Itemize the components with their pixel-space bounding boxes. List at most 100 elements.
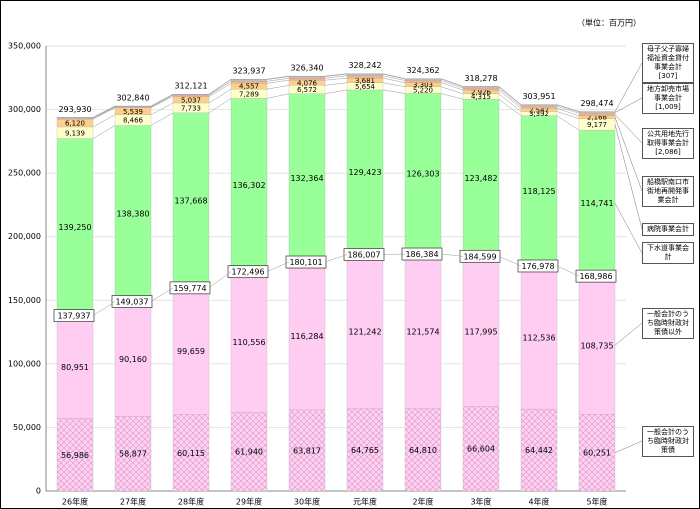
total-label: 318,278 <box>464 74 497 83</box>
connector <box>382 77 406 83</box>
value-label: 90,160 <box>119 355 147 364</box>
value-label: 63,817 <box>293 446 321 455</box>
value-label: 9,177 <box>587 121 607 129</box>
value-label: 60,115 <box>177 449 205 458</box>
legend-entry: 一般会計のうち臨時財政対策債 <box>642 425 694 457</box>
total-label: 324,362 <box>406 66 439 75</box>
subtotal-box <box>285 255 327 269</box>
y-tick-label: 150,000 <box>8 296 41 305</box>
value-label: 121,242 <box>348 328 381 337</box>
y-tick-label: 300,000 <box>8 105 41 114</box>
connector <box>382 73 406 80</box>
value-label: 2,168 <box>587 114 607 122</box>
value-label: 123,482 <box>464 174 497 183</box>
bar-segment <box>172 287 210 415</box>
bar-segment <box>230 412 268 492</box>
legend-entry: 母子父子寡婦福祉資金貸付事業会計 [307] <box>642 43 694 83</box>
x-tick-label: 29年度 <box>236 497 262 507</box>
x-tick-label: 2年度 <box>412 497 433 507</box>
x-tick-label: 28年度 <box>178 497 204 507</box>
bar-segment <box>172 414 210 492</box>
bar-segment <box>346 75 384 79</box>
bar-segment <box>462 86 500 89</box>
connector <box>266 85 290 90</box>
connector <box>208 79 232 95</box>
subtotal-box <box>111 295 153 308</box>
bar-segment <box>346 254 384 409</box>
connector <box>440 82 464 91</box>
bar-segment <box>578 111 616 114</box>
connector <box>440 80 464 89</box>
connector <box>498 86 522 105</box>
legend-entry: 下水道事業会計 <box>642 242 694 264</box>
bar-segment <box>462 406 500 492</box>
bar-segment <box>404 78 442 81</box>
connector <box>266 79 290 84</box>
value-label: 114,741 <box>580 199 613 208</box>
value-label: 8,466 <box>123 117 144 125</box>
leader-line <box>614 440 643 453</box>
subtotal-label: 172,496 <box>231 268 264 277</box>
value-label: 64,810 <box>409 446 437 455</box>
value-label: 99,659 <box>177 347 205 356</box>
legend-label: 公共用地先行取得事業会計 <box>647 129 689 147</box>
bar-segment <box>172 95 210 97</box>
connector <box>440 93 464 100</box>
connector <box>556 104 580 113</box>
leader-line <box>614 62 643 112</box>
total-label: 303,951 <box>522 92 555 101</box>
connector <box>556 265 580 277</box>
value-label: 5,539 <box>123 108 143 116</box>
connector <box>92 125 116 139</box>
x-tick-label: 27年度 <box>120 497 146 507</box>
connector <box>498 86 522 106</box>
total-label: 298,474 <box>580 99 613 108</box>
leader-line <box>614 117 643 192</box>
y-tick-label: 100,000 <box>8 359 41 368</box>
subtotal-label: 180,101 <box>289 258 322 267</box>
value-label: 108,735 <box>580 341 613 350</box>
x-tick-label: 元年度 <box>353 497 377 507</box>
x-tick-label: 30年度 <box>294 497 320 507</box>
value-label: 132,364 <box>290 174 323 183</box>
connector <box>266 77 290 82</box>
total-label: 326,340 <box>290 64 323 73</box>
connector <box>440 78 464 87</box>
legend-note: [307] <box>658 72 678 80</box>
value-label: 3,681 <box>355 77 375 85</box>
connector <box>150 102 174 116</box>
connector <box>324 77 348 81</box>
x-tick-label: 3年度 <box>470 497 491 507</box>
connector <box>92 114 116 128</box>
connector <box>208 271 232 289</box>
legend-note: [2,086] <box>655 147 681 156</box>
connector <box>324 82 348 86</box>
x-tick-label: 26年度 <box>62 497 88 507</box>
x-tick-label: 4年度 <box>528 497 549 507</box>
value-label: 3,392 <box>529 110 549 118</box>
connector <box>498 87 522 107</box>
value-label: 61,940 <box>235 448 263 457</box>
connector <box>92 301 116 316</box>
total-label: 328,242 <box>348 61 381 70</box>
value-label: 3,303 <box>413 81 433 89</box>
subtotal-label: 184,599 <box>463 252 496 261</box>
total-label: 312,121 <box>174 82 207 91</box>
value-label: 136,302 <box>232 181 265 190</box>
connector <box>208 83 232 97</box>
connector <box>556 108 580 117</box>
legend-entry: 船橋駅南口市街地再開発事業会計 <box>642 175 694 207</box>
bar-segment <box>520 265 558 410</box>
connector <box>440 78 464 87</box>
total-label: 323,937 <box>232 67 265 76</box>
y-tick-label: 0 <box>36 487 41 496</box>
connector <box>498 99 522 116</box>
subtotal-label: 149,037 <box>115 298 148 307</box>
legend-entry: 公共用地先行取得事業会計 [2,086] <box>642 127 694 159</box>
value-label: 137,668 <box>174 196 207 205</box>
leader-line <box>614 322 643 346</box>
legend-entry: 病院事業会計 <box>642 222 694 236</box>
connector <box>498 256 522 267</box>
value-label: 4,076 <box>297 79 318 87</box>
connector <box>556 104 580 112</box>
